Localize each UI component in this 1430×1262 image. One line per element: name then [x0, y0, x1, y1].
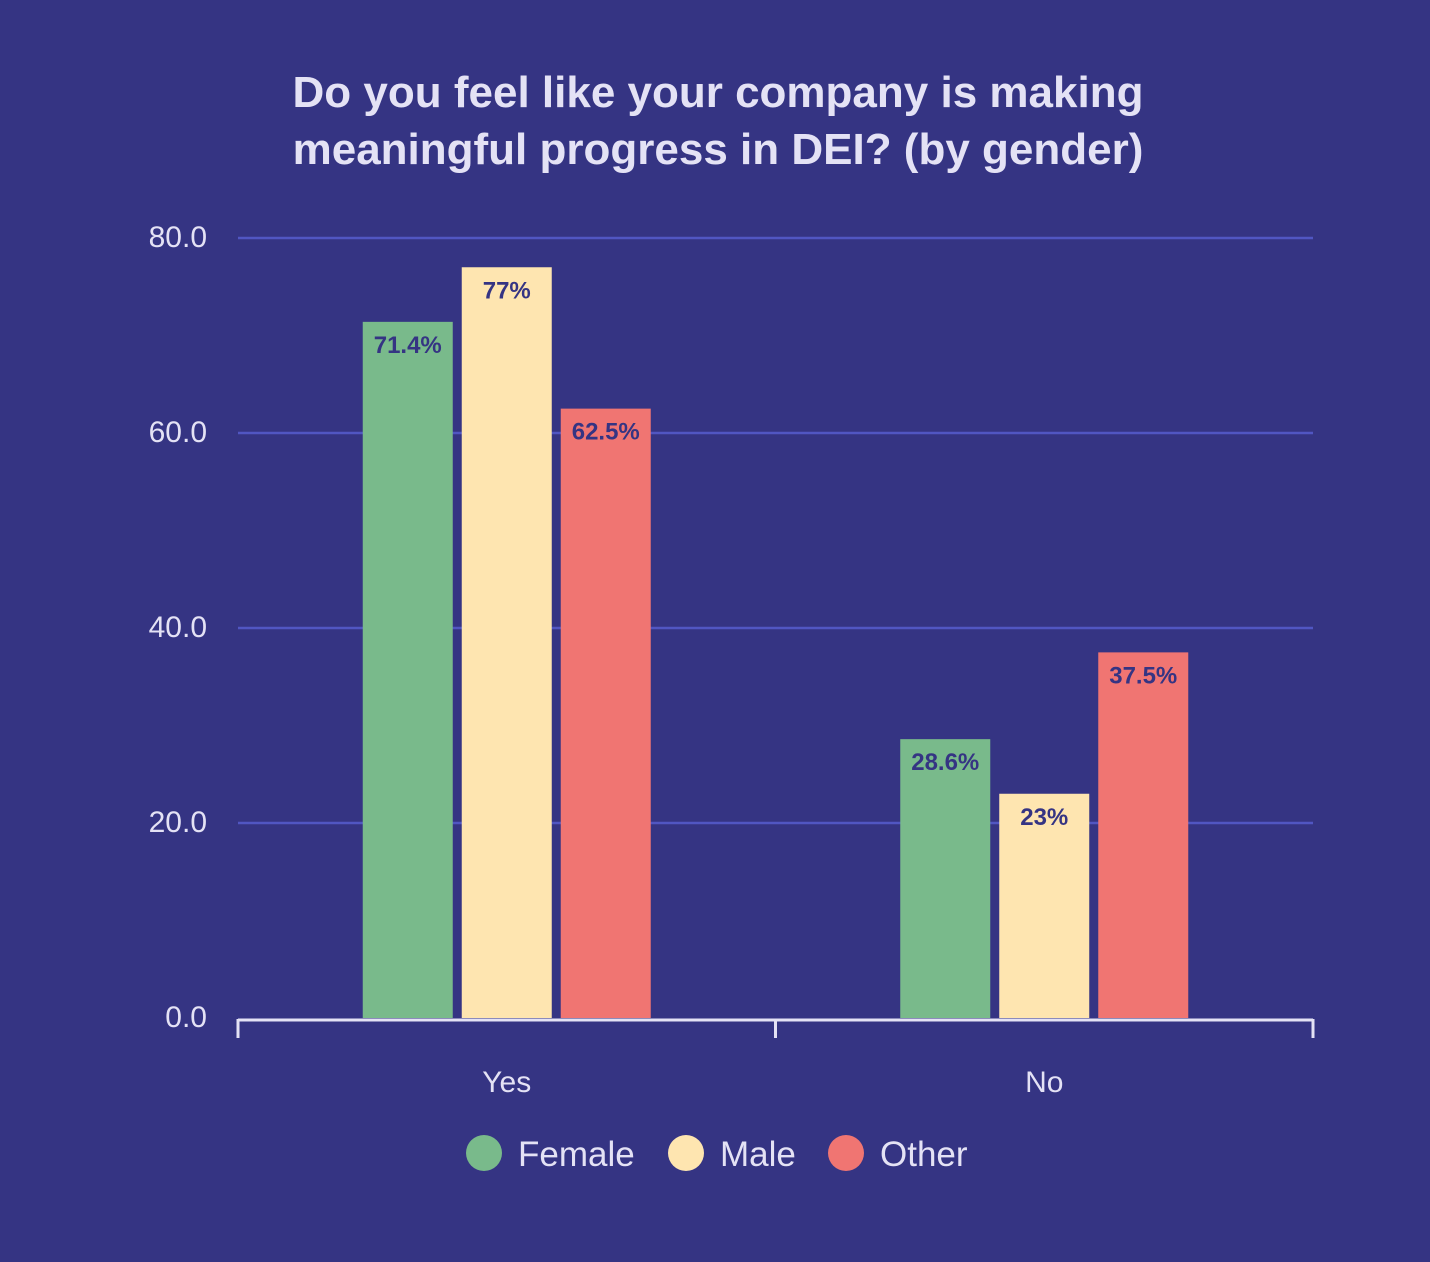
legend-swatch-male: [668, 1135, 704, 1171]
data-labels: 71.4% 77% 62.5% 28.6% 23% 37.5%: [374, 277, 1178, 831]
y-tick-label: 20.0: [149, 806, 207, 839]
y-tick-label: 80.0: [149, 221, 207, 254]
x-tick-label: No: [1025, 1066, 1063, 1099]
bar-female-no: [900, 739, 991, 1018]
bar-male-no: [999, 793, 1090, 1018]
data-label: 37.5%: [1109, 662, 1177, 689]
x-tick-label: Yes: [482, 1066, 531, 1099]
legend: Female Male Other: [466, 1135, 968, 1174]
legend-swatch-female: [466, 1135, 502, 1171]
data-label: 28.6%: [911, 749, 979, 776]
x-axis-ticks: Yes No: [482, 1066, 1063, 1099]
chart-title: Do you feel like your company is making …: [293, 68, 1144, 174]
legend-swatch-other: [828, 1135, 864, 1171]
data-label: 62.5%: [572, 419, 640, 446]
y-tick-label: 40.0: [149, 611, 207, 644]
y-axis-ticks: 0.0 20.0 40.0 60.0 80.0: [149, 221, 207, 1034]
chart-title-line-2: meaningful progress in DEI? (by gender): [293, 125, 1144, 174]
y-tick-label: 0.0: [165, 1001, 207, 1034]
bar-other-yes: [560, 408, 651, 1018]
x-axis: [236, 1018, 1315, 1038]
legend-label-female: Female: [518, 1135, 635, 1174]
data-label: 23%: [1020, 804, 1068, 831]
bars: [362, 267, 1189, 1019]
legend-label-male: Male: [720, 1135, 796, 1174]
bar-male-yes: [461, 267, 552, 1018]
y-tick-label: 60.0: [149, 416, 207, 449]
data-label: 71.4%: [374, 332, 442, 359]
data-label: 77%: [483, 277, 531, 304]
chart-title-line-1: Do you feel like your company is making: [293, 68, 1144, 117]
bar-other-no: [1098, 652, 1189, 1018]
legend-label-other: Other: [880, 1135, 968, 1174]
bar-female-yes: [362, 321, 453, 1019]
